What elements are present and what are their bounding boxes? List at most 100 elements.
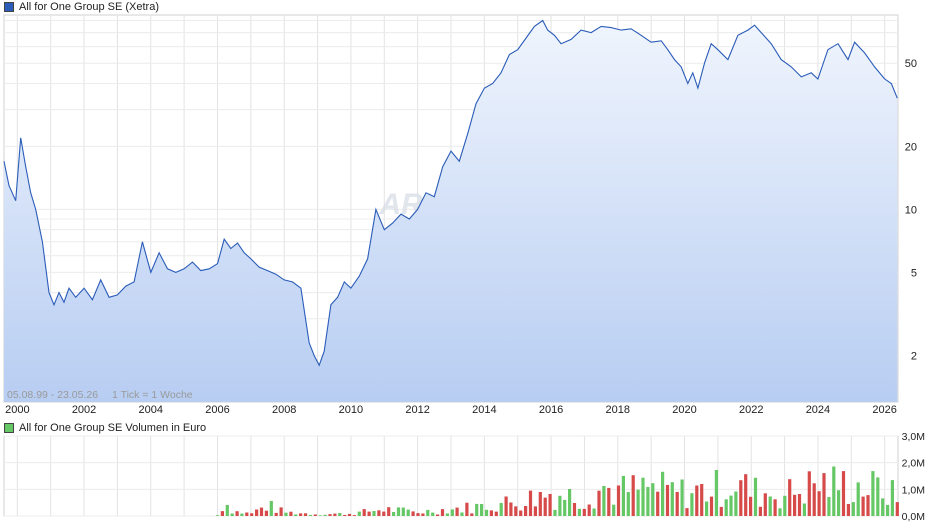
volume-bar: [690, 493, 694, 516]
volume-legend: All for One Group SE Volumen in Euro: [4, 422, 206, 434]
volume-bar: [788, 479, 792, 516]
x-tick-label: 2026: [872, 404, 896, 416]
volume-y-tick-label: 1,0M: [902, 484, 925, 496]
volume-bar: [631, 475, 635, 516]
volume-bar: [440, 509, 445, 516]
volume-bar: [812, 483, 816, 516]
volume-bar: [763, 493, 767, 516]
volume-bar: [401, 507, 405, 516]
volume-bar: [607, 487, 611, 516]
volume-bar: [396, 507, 401, 516]
volume-bar: [514, 506, 518, 516]
volume-bar: [504, 496, 508, 516]
volume-bar: [744, 474, 748, 516]
volume-bar: [372, 511, 376, 516]
volume-bar: [323, 514, 327, 516]
volume-bar: [352, 515, 356, 516]
volume-y-tick-label: 2,0M: [902, 458, 925, 470]
volume-bar: [274, 512, 278, 516]
volume-bar: [685, 508, 689, 516]
volume-bar: [587, 504, 591, 516]
volume-bar: [739, 480, 743, 516]
volume-bar: [303, 513, 308, 516]
volume-bar: [646, 486, 650, 516]
volume-bar: [499, 503, 503, 516]
volume-bar: [411, 511, 415, 516]
price-line: [3, 19, 898, 367]
volume-bar: [465, 502, 469, 516]
y-tick-label: 20: [905, 141, 917, 153]
x-tick-label: 2022: [739, 404, 763, 416]
volume-bar: [421, 513, 425, 516]
x-tick-label: 2012: [405, 404, 429, 416]
volume-bar: [783, 495, 787, 516]
volume-bar: [338, 513, 342, 516]
volume-bar: [426, 509, 430, 516]
volume-bar: [509, 502, 513, 516]
volume-bar: [416, 513, 420, 516]
volume-bar: [753, 477, 758, 516]
volume-bar: [220, 511, 224, 516]
volume-bars: [215, 466, 899, 516]
x-tick-label: 2002: [72, 404, 96, 416]
volume-bar: [768, 496, 772, 516]
volume-bar: [294, 514, 298, 516]
volume-bar: [700, 484, 704, 516]
volume-bar: [773, 499, 777, 516]
volume-bar: [729, 495, 733, 516]
volume-bar: [802, 503, 806, 516]
volume-bar: [538, 492, 542, 516]
y-tick-label: 2: [911, 351, 917, 363]
volume-bar: [455, 507, 459, 516]
volume-bar: [778, 508, 782, 516]
volume-chart: 0,0M 1,0M 2,0M 3,0M: [3, 431, 925, 523]
volume-grid: [4, 435, 898, 517]
volume-bar: [387, 507, 391, 516]
x-tick-label: 2004: [139, 404, 163, 416]
x-tick-label: 2006: [205, 404, 229, 416]
volume-bar: [612, 504, 616, 516]
volume-bar: [827, 497, 831, 516]
volume-bar: [333, 513, 337, 516]
price-legend-swatch: [4, 2, 14, 12]
volume-bar: [709, 496, 714, 516]
volume-bar: [269, 500, 273, 516]
volume-bar: [841, 471, 846, 516]
volume-bar: [347, 513, 352, 516]
volume-bar: [250, 513, 254, 516]
volume-bar: [582, 508, 586, 516]
volume-y-tick-label: 3,0M: [902, 431, 925, 443]
volume-legend-label: All for One Group SE Volumen in Euro: [19, 422, 207, 434]
volume-bar: [279, 507, 283, 516]
volume-bar: [470, 513, 474, 516]
volume-bar: [289, 511, 293, 516]
price-y-axis: 2 5 10 20 50: [905, 58, 917, 362]
volume-bar: [881, 498, 885, 516]
volume-bar: [343, 515, 347, 516]
volume-bar: [553, 509, 557, 516]
volume-bar: [886, 504, 890, 516]
volume-bar: [382, 511, 386, 516]
volume-bar: [641, 477, 645, 516]
volume-bar: [797, 494, 802, 516]
volume-bar: [235, 511, 239, 516]
volume-bar: [616, 485, 621, 516]
volume-bar: [856, 482, 860, 516]
volume-bar: [436, 514, 440, 516]
volume-bar: [719, 506, 723, 516]
period-label: 05.08.99 - 23.05.26: [7, 389, 98, 401]
volume-bar: [807, 471, 811, 516]
tick-label: 1 Tick = 1 Woche: [112, 389, 193, 401]
volume-bar: [568, 489, 572, 516]
y-tick-label: 5: [911, 267, 917, 279]
volume-bar: [533, 506, 537, 516]
x-tick-label: 2000: [5, 404, 29, 416]
x-tick-label: 2016: [539, 404, 563, 416]
x-tick-label: 2024: [806, 404, 830, 416]
volume-bar: [264, 510, 268, 516]
volume-bar: [489, 510, 493, 516]
price-legend-label: All for One Group SE (Xetra): [19, 1, 159, 13]
volume-bar: [318, 515, 322, 516]
volume-bar: [406, 509, 410, 516]
x-tick-label: 2020: [672, 404, 696, 416]
